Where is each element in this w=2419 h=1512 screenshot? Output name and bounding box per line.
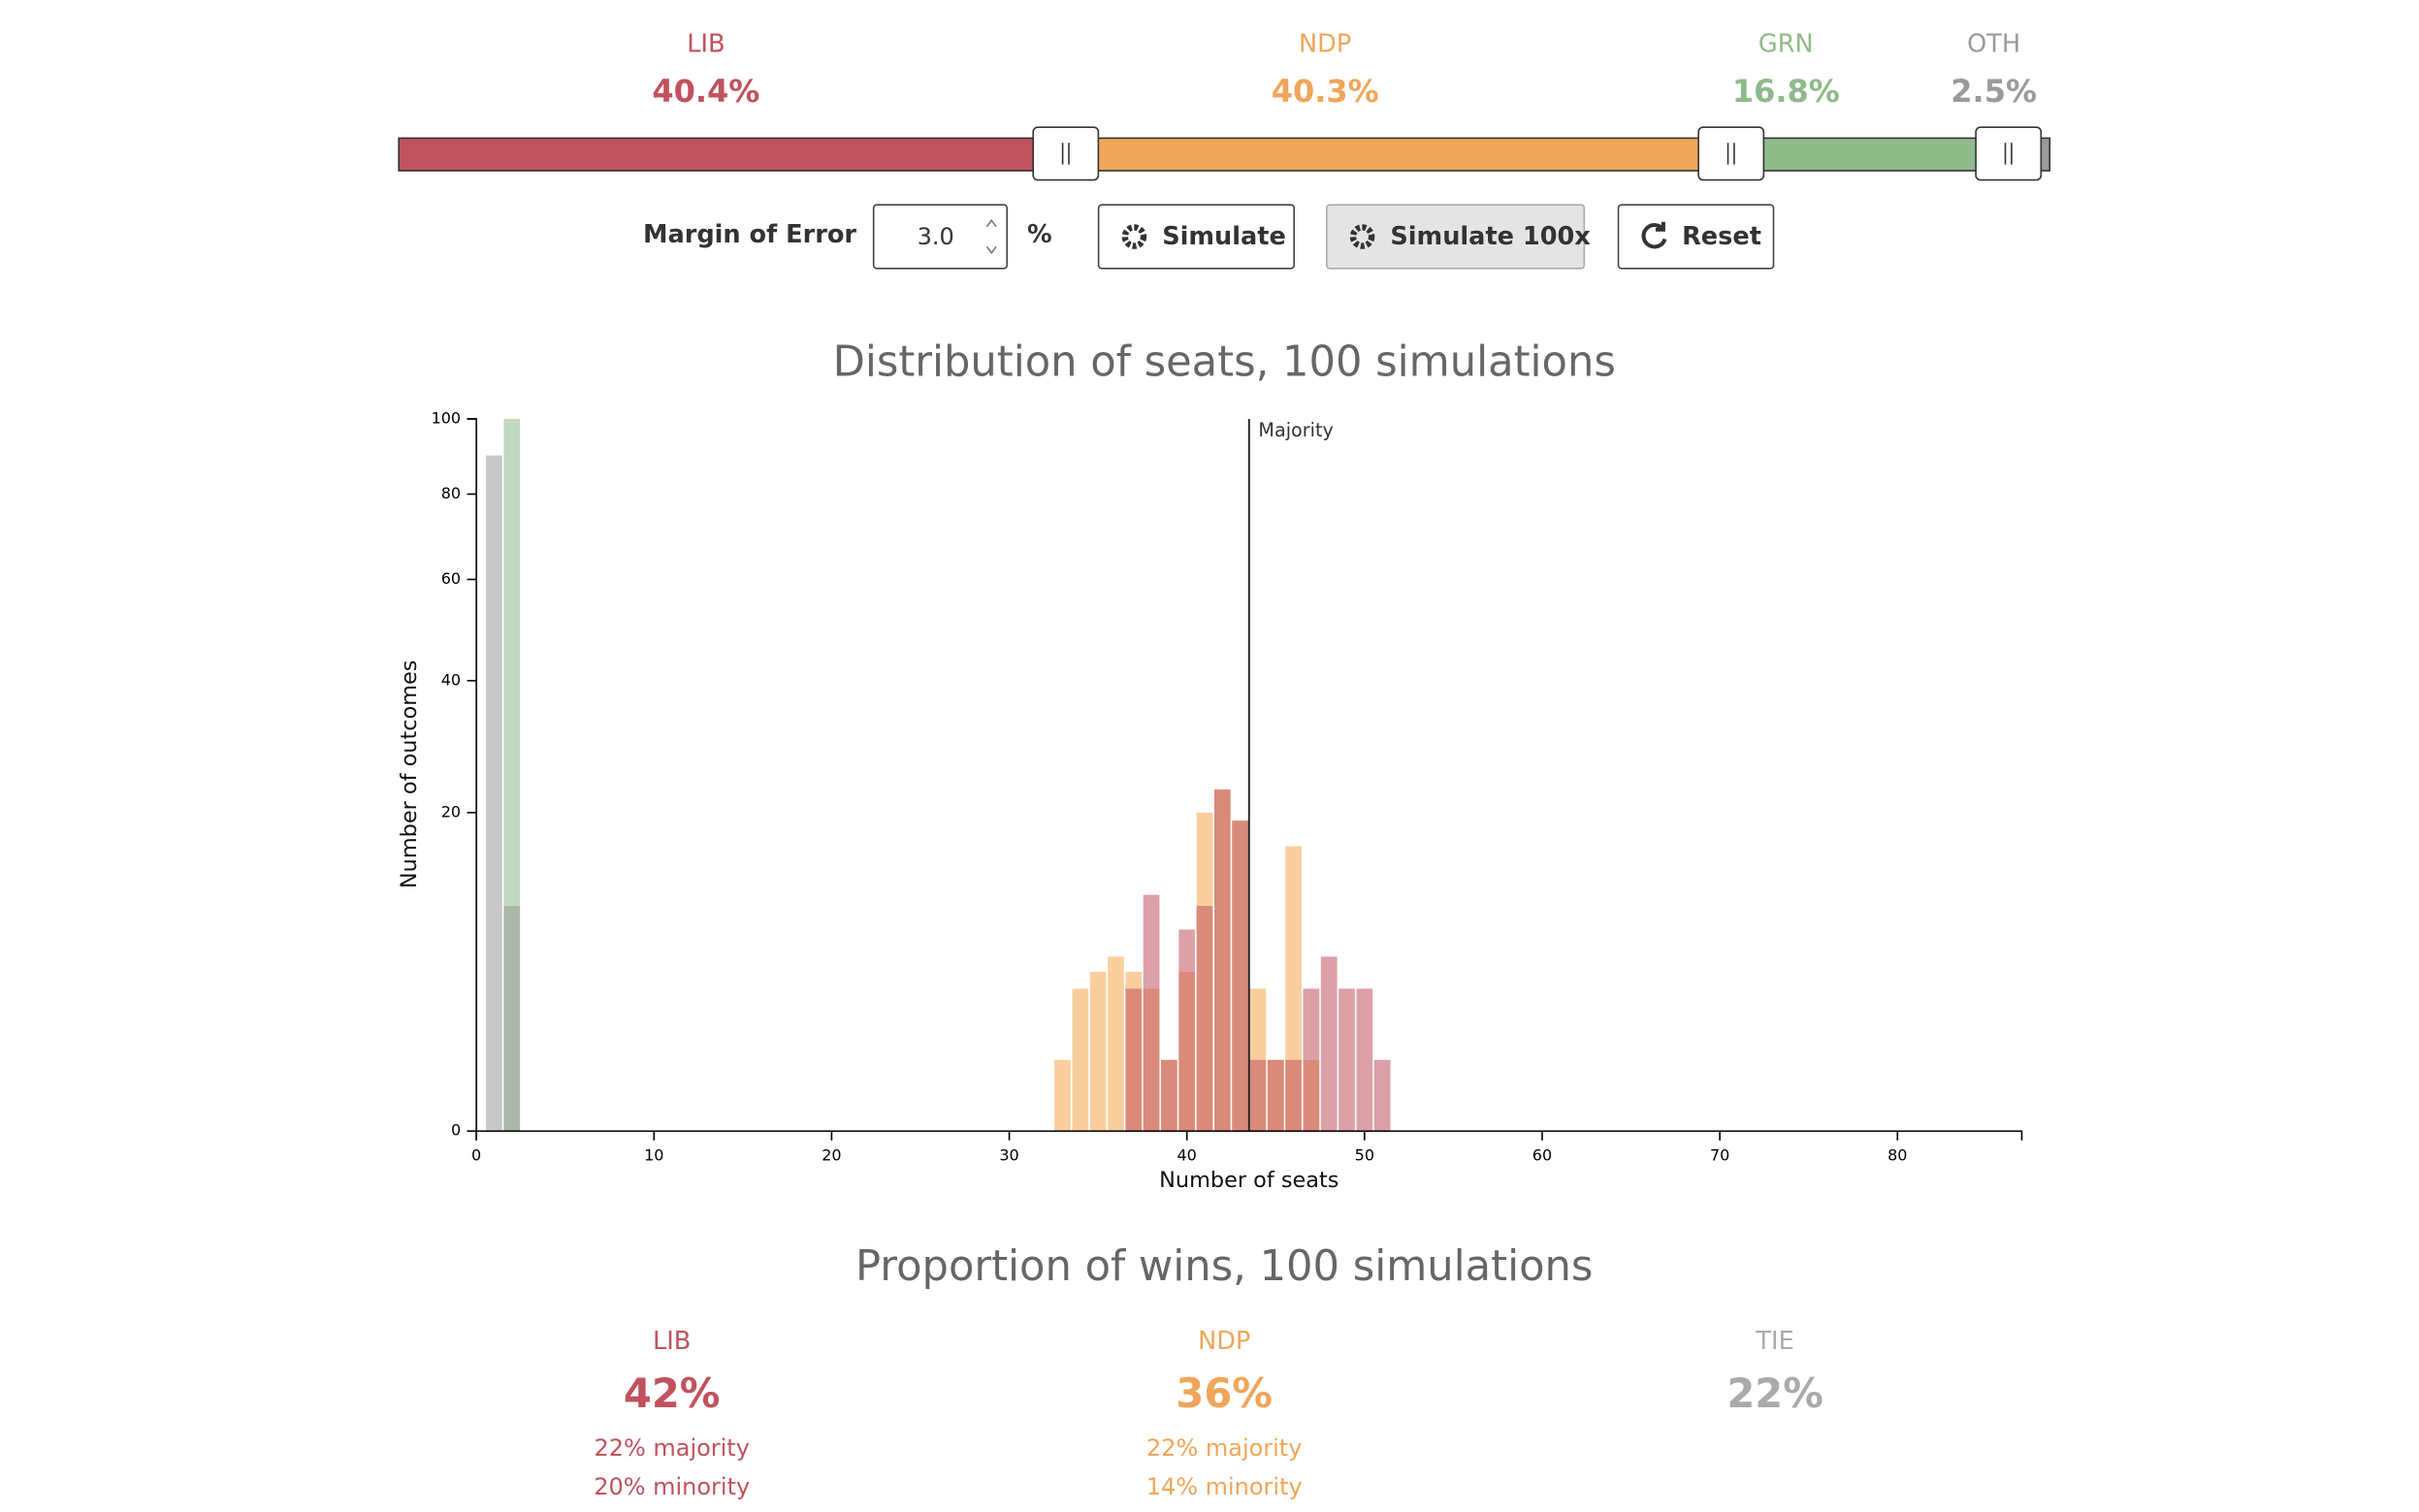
simulate-text[interactable]: Simulate	[1162, 222, 1286, 251]
win-value: 22%	[1726, 1369, 1823, 1417]
x-tick-label: 60	[1532, 1145, 1552, 1164]
win-majority: 22% majority	[1146, 1434, 1302, 1462]
y-tick-label: 100	[432, 408, 462, 427]
party-name: NDP	[1299, 29, 1351, 58]
majority-label: Majority	[1258, 419, 1333, 441]
reset-button[interactable]	[1617, 204, 1775, 270]
bar	[503, 906, 521, 1132]
bar	[1356, 988, 1373, 1132]
x-tick-label: 70	[1710, 1145, 1729, 1164]
bar	[1213, 789, 1231, 1132]
bar	[1089, 972, 1107, 1132]
bar	[1267, 1059, 1284, 1132]
spinner[interactable]	[985, 218, 997, 255]
y-tick-label: 40	[441, 670, 461, 689]
bar	[486, 455, 502, 1132]
party-name: GRN	[1758, 29, 1814, 58]
bar	[1249, 1059, 1267, 1132]
bar	[1320, 956, 1338, 1132]
gear-icon	[1349, 224, 1375, 249]
wins-title: Proportion of wins, 100 simulations	[855, 1242, 1593, 1291]
unit: %	[1027, 220, 1052, 249]
x-axis	[475, 1130, 2023, 1141]
party-share: 16.8%	[1732, 73, 1840, 110]
x-tick-label: 30	[999, 1145, 1018, 1164]
chart-title: Distribution of seats, 100 simulations	[833, 338, 1616, 386]
bar	[1178, 929, 1196, 1132]
bar	[1054, 1059, 1071, 1132]
y-tick-label: 0	[451, 1121, 461, 1140]
share-bar	[1064, 137, 1732, 172]
bar	[1285, 1059, 1302, 1132]
party-share: 40.4%	[652, 73, 759, 110]
share-bar	[1729, 137, 2010, 172]
win-name: TIE	[1755, 1327, 1793, 1356]
party-name: OTH	[1967, 29, 2020, 58]
x-tick-label: 0	[471, 1145, 481, 1164]
margin-input[interactable]	[872, 204, 1009, 270]
bar	[1339, 988, 1355, 1132]
win-name: LIB	[653, 1327, 691, 1356]
party-name: LIB	[687, 29, 725, 58]
y-axis	[467, 418, 477, 1133]
bar	[1303, 988, 1320, 1132]
y-tick-label: 20	[441, 802, 461, 820]
bar	[1143, 894, 1160, 1132]
bar	[1072, 988, 1089, 1132]
y-tick-label: 60	[441, 569, 461, 588]
party-share: 40.3%	[1272, 73, 1379, 110]
x-tick-label: 50	[1355, 1145, 1374, 1164]
y-axis-label: Number of outcomes	[397, 660, 422, 889]
slider-handle[interactable]	[1697, 126, 1765, 181]
bar	[1108, 956, 1124, 1132]
bar	[1161, 1059, 1177, 1132]
x-tick-label: 80	[1887, 1145, 1907, 1164]
bar	[1196, 906, 1213, 1132]
handle-grip[interactable]	[2004, 143, 2013, 165]
slider-handle[interactable]	[1032, 126, 1100, 181]
x-tick-label: 20	[822, 1145, 841, 1164]
simulate-button[interactable]	[1097, 204, 1295, 270]
win-majority: 22% majority	[594, 1434, 749, 1462]
y-tick-label: 80	[441, 484, 461, 502]
bar	[1373, 1059, 1391, 1132]
reset-text[interactable]: Reset	[1682, 222, 1761, 251]
slider-handle[interactable]	[1975, 126, 2043, 181]
share-bar	[398, 137, 1067, 172]
win-value: 42%	[624, 1369, 721, 1417]
x-axis-label: Number of seats	[1159, 1168, 1339, 1193]
handle-grip[interactable]	[1061, 143, 1070, 165]
x-tick-label: 10	[644, 1145, 663, 1164]
win-value: 36%	[1176, 1369, 1273, 1417]
reset-icon	[1641, 221, 1667, 249]
handle-grip[interactable]	[1726, 143, 1735, 165]
simulate-100x-text[interactable]: Simulate 100x	[1390, 222, 1591, 251]
simulate-100x-button[interactable]	[1325, 204, 1586, 270]
win-minority: 14% minority	[1146, 1473, 1303, 1500]
bar	[1232, 820, 1248, 1132]
party-share: 2.5%	[1951, 73, 2037, 110]
x-tick-label: 40	[1177, 1145, 1197, 1164]
gear-icon	[1121, 224, 1147, 249]
bar	[1125, 988, 1143, 1132]
margin-value[interactable]: 3.0	[918, 223, 954, 250]
win-minority: 20% minority	[594, 1473, 750, 1500]
margin-label: Margin of Error	[643, 220, 856, 249]
win-name: NDP	[1198, 1327, 1250, 1356]
